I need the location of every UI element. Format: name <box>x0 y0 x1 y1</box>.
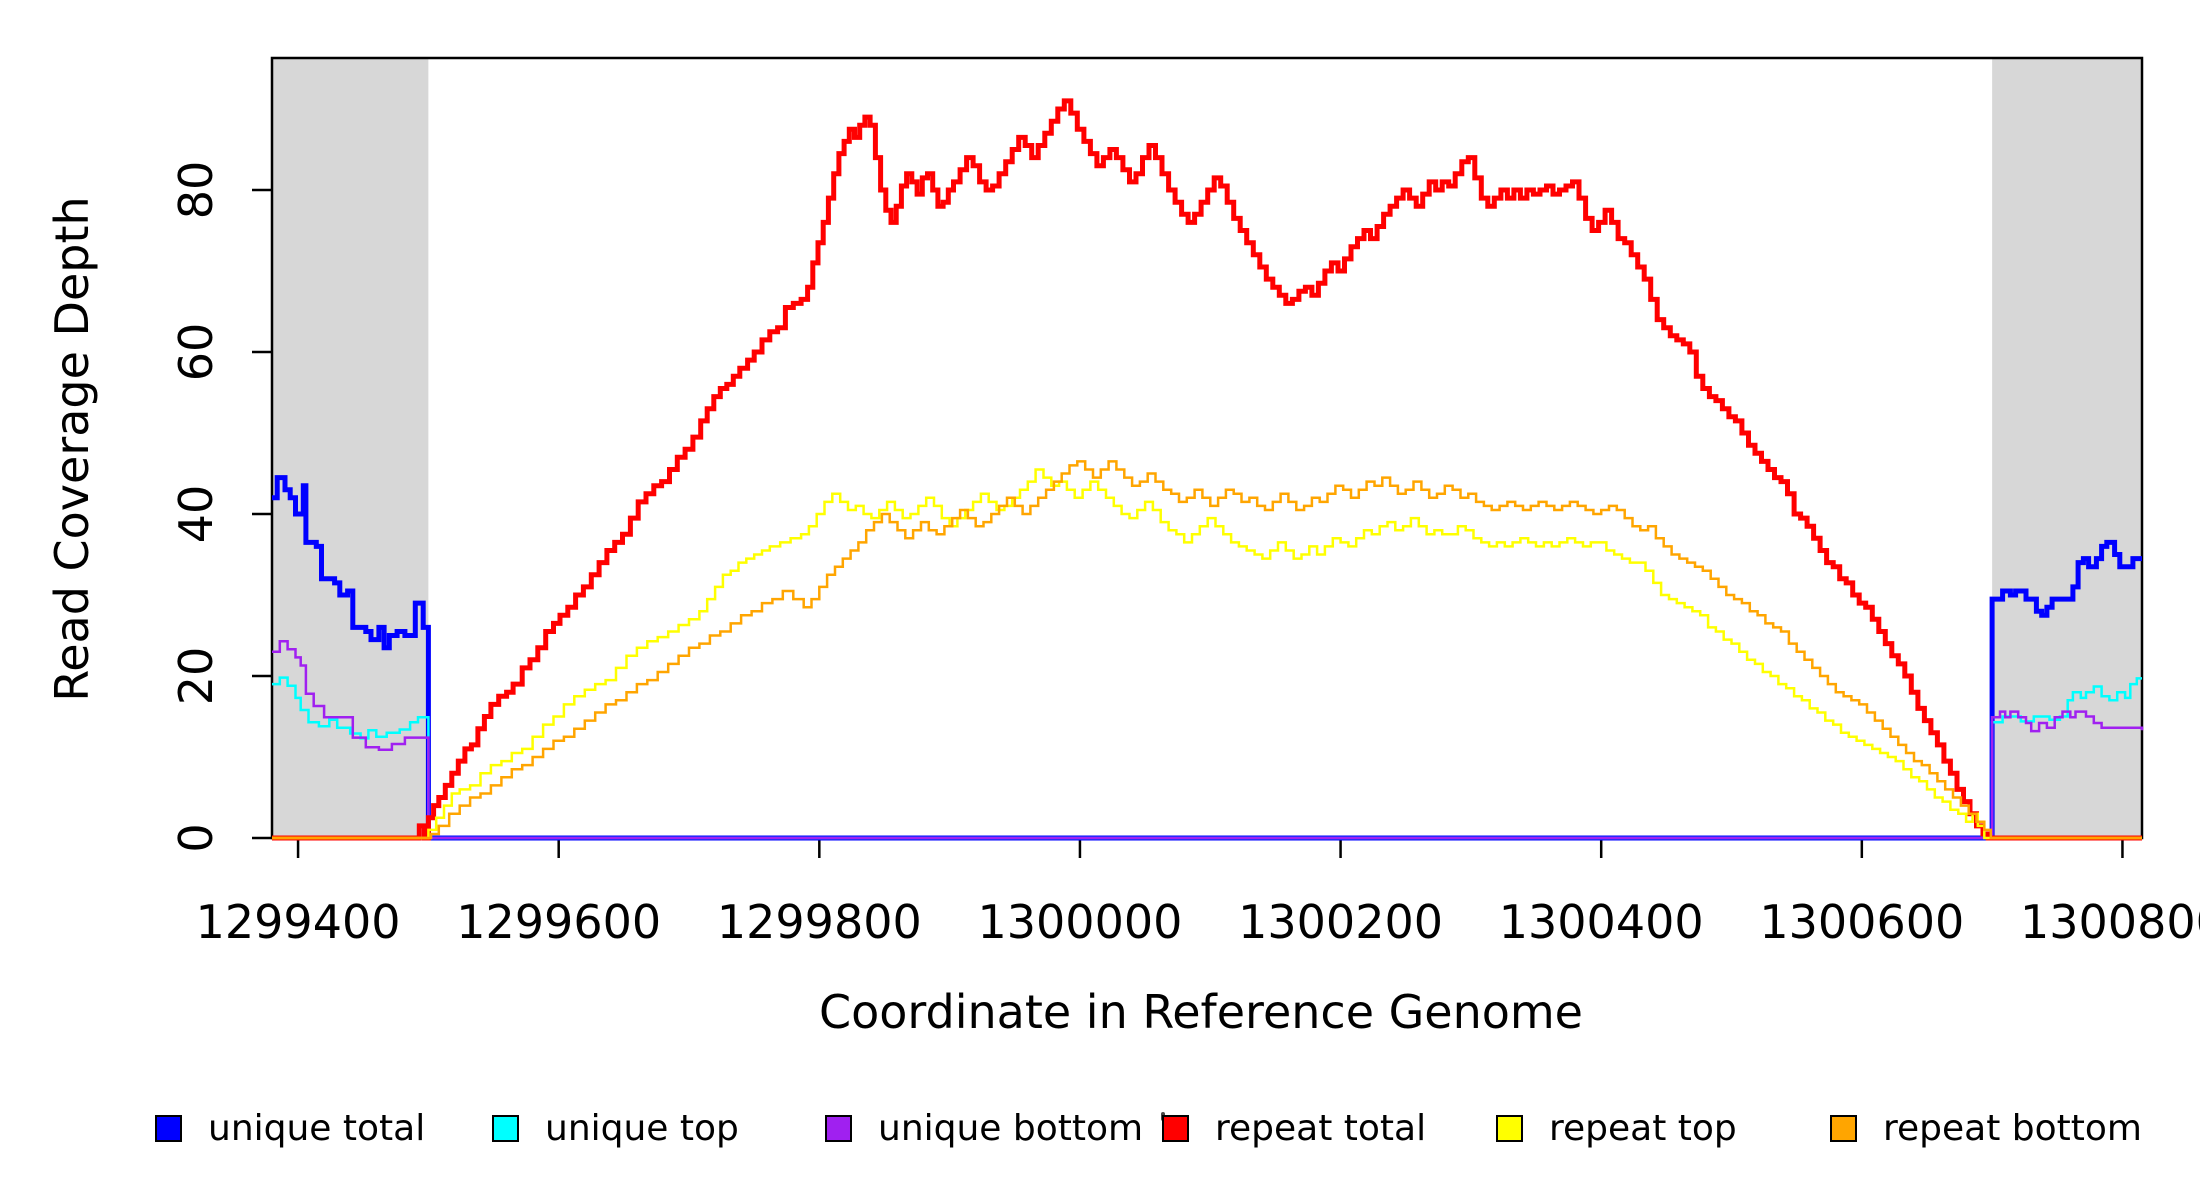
x-tick-label: 1300000 <box>978 895 1183 949</box>
x-axis-title: Coordinate in Reference Genome <box>819 985 1583 1039</box>
series-line-unique-top <box>272 676 2142 840</box>
legend-label: repeat top <box>1549 1107 1737 1149</box>
series-line-repeat-total <box>272 98 2142 841</box>
x-tick-label: 1300200 <box>1238 895 1443 949</box>
legend-item-unique-total: unique total <box>155 1107 426 1149</box>
series-line-unique-total <box>272 475 2142 841</box>
y-axis-title: Read Coverage Depth <box>45 196 99 702</box>
y-tick-label: 80 <box>169 161 223 220</box>
repeat-bottom-swatch-icon <box>1830 1114 1857 1142</box>
legend-item-unique-top: unique top <box>492 1107 739 1149</box>
legend-item-unique-bottom: unique bottom <box>825 1107 1144 1149</box>
x-tick-label: 1299800 <box>717 895 922 949</box>
legend-item-repeat-bottom: repeat bottom <box>1830 1107 2142 1149</box>
legend-label: unique top <box>545 1107 739 1149</box>
legend: unique total unique top unique bottom re… <box>0 1108 2200 1156</box>
shaded-region-0 <box>272 58 429 838</box>
x-tick-label: 1299600 <box>456 895 661 949</box>
x-tick-label: 1300600 <box>1759 895 1964 949</box>
legend-label: repeat bottom <box>1883 1107 2142 1149</box>
y-tick-label: 40 <box>169 485 223 544</box>
unique-bottom-swatch-icon <box>825 1114 852 1142</box>
unique-top-swatch-icon <box>492 1114 519 1142</box>
repeat-top-swatch-icon <box>1496 1114 1523 1142</box>
x-tick-label: 1300400 <box>1499 895 1704 949</box>
legend-label: unique bottom <box>878 1107 1144 1149</box>
legend-item-repeat-total: repeat total <box>1162 1107 1427 1149</box>
series-line-unique-bottom <box>272 639 2144 840</box>
series-line-repeat-top <box>272 468 2142 840</box>
y-tick-label: 0 <box>169 823 223 852</box>
legend-item-repeat-top: repeat top <box>1496 1107 1737 1149</box>
legend-label: unique total <box>208 1107 426 1149</box>
unique-total-swatch-icon <box>155 1114 182 1142</box>
series-line-repeat-bottom <box>272 460 2142 840</box>
repeat-total-swatch-icon <box>1162 1114 1189 1142</box>
shaded-region-1 <box>1992 58 2142 838</box>
y-tick-label: 20 <box>169 647 223 706</box>
legend-label: repeat total <box>1215 1107 1427 1149</box>
y-tick-label: 60 <box>169 323 223 382</box>
x-tick-label: 1299400 <box>196 895 401 949</box>
